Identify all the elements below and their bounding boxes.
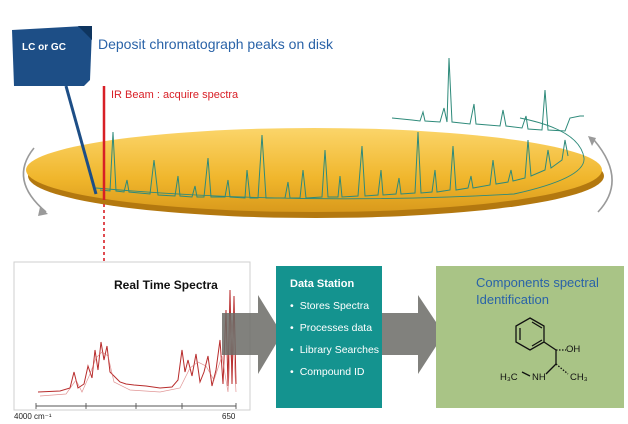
spectrum-axis-right-label: 650 bbox=[222, 412, 236, 421]
deposit-title: Deposit chromatograph peaks on disk bbox=[98, 36, 334, 52]
sample-disk bbox=[26, 128, 602, 212]
data-station-content: Data Station Stores Spectra Processes da… bbox=[276, 266, 382, 408]
data-station-list: Stores Spectra Processes data Library Se… bbox=[290, 300, 382, 378]
data-station-box bbox=[276, 266, 382, 408]
chromatogram-trace-raised bbox=[391, 57, 584, 132]
spectrum-axis-left-label: 4000 cm⁻¹ bbox=[14, 412, 52, 421]
data-station-item: Library Searches bbox=[290, 344, 382, 356]
source-box bbox=[12, 26, 92, 86]
h3c-label: H₃C bbox=[500, 372, 518, 383]
nh-label: NH bbox=[532, 372, 546, 383]
spectrum-panel bbox=[13, 261, 251, 411]
chromatogram-trace bbox=[99, 131, 569, 199]
data-station-item: Stores Spectra bbox=[290, 300, 382, 312]
flow-arrow-1-icon bbox=[222, 295, 282, 374]
spectrum-ticks bbox=[35, 403, 237, 409]
data-station-title: Data Station bbox=[290, 278, 355, 290]
spectrum-trace-shadow bbox=[39, 319, 237, 397]
components-title-line2: Identification bbox=[476, 292, 549, 307]
source-corner bbox=[78, 26, 92, 40]
deposit-needle bbox=[64, 85, 98, 195]
components-title: Components spectral Identification bbox=[476, 274, 624, 308]
data-station-item: Processes data bbox=[290, 322, 382, 334]
ch3-label: CH₃ bbox=[570, 372, 588, 383]
data-station-item: Compound ID bbox=[290, 366, 382, 378]
rotation-arrow-right-icon bbox=[588, 136, 613, 213]
real-time-spectra-title: Real Time Spectra bbox=[114, 278, 218, 292]
molecule-structure bbox=[515, 317, 569, 377]
components-title-line1: Components spectral bbox=[476, 275, 599, 290]
spectrum-trace bbox=[37, 289, 237, 393]
flow-arrow-2-icon bbox=[382, 295, 444, 374]
rotation-arrow-left-icon bbox=[22, 147, 48, 216]
components-box bbox=[436, 266, 624, 408]
oh-label: OH bbox=[566, 344, 581, 355]
source-label: LC or GC bbox=[22, 42, 66, 53]
ir-beam-label: IR Beam : acquire spectra bbox=[111, 89, 239, 101]
